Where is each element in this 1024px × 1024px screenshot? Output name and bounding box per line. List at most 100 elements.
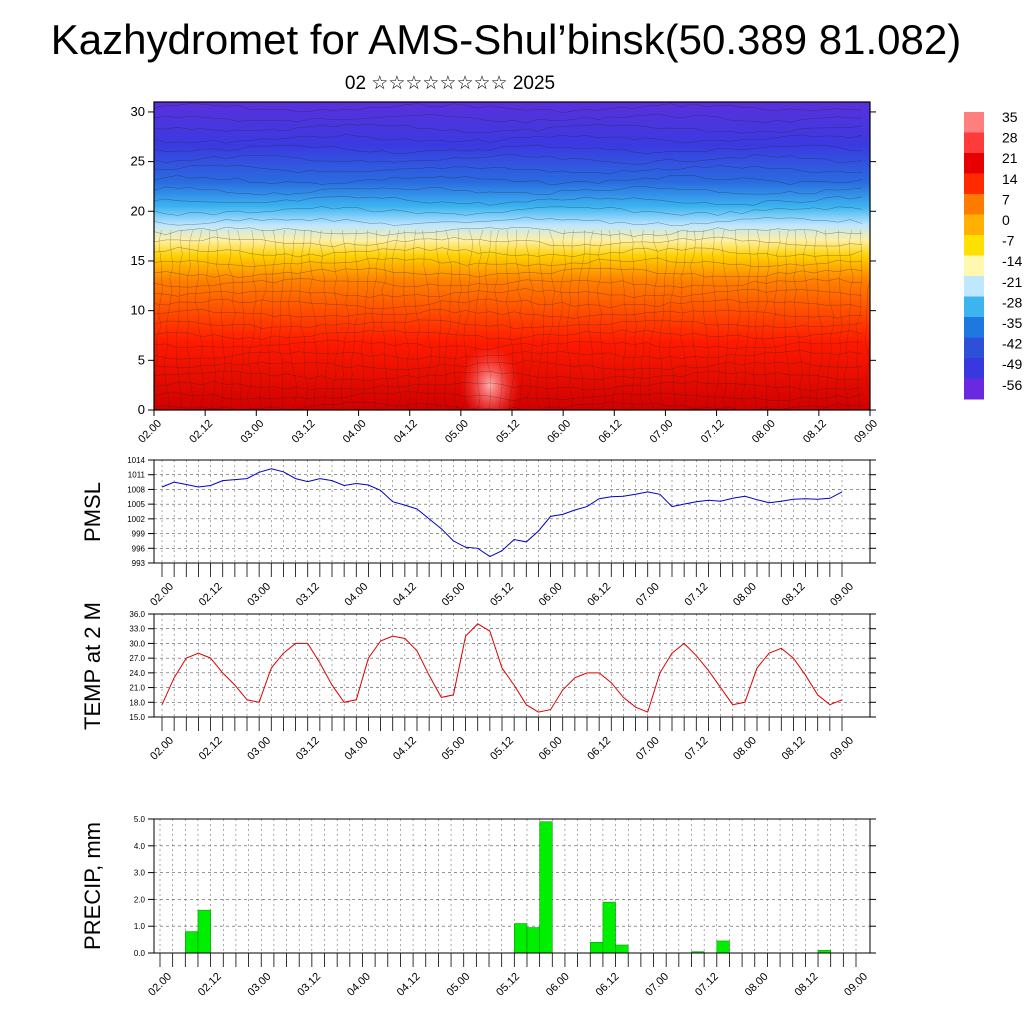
streamline xyxy=(555,229,566,410)
streamline xyxy=(474,229,484,410)
precip-bar xyxy=(602,901,616,954)
y-tick-label: 15 xyxy=(131,253,145,268)
colorbar-labels: 35 28 21 14 7 0 -7 -14 -21 -28 -35 -42 -49 -56 xyxy=(1002,109,1022,393)
streamline xyxy=(505,229,515,410)
x-tick-label: 08.12 xyxy=(780,581,808,609)
streamline xyxy=(154,186,863,196)
x-tick-label: 03.00 xyxy=(238,418,266,446)
x-tick-label: 08.00 xyxy=(731,735,759,763)
colorbar-box xyxy=(964,358,984,379)
colorbar-label: 21 xyxy=(1002,150,1018,166)
streamline xyxy=(712,229,720,410)
streamline xyxy=(206,229,216,410)
streamline xyxy=(784,229,791,410)
page-title: Kazhydromet for AMS-Shul’binsk(50.389 81… xyxy=(50,16,962,63)
x-tick-label: 02.00 xyxy=(146,971,174,999)
streamline xyxy=(154,144,863,154)
x-tick-label: 09.00 xyxy=(828,735,856,763)
temp-x-axis: 02.00 02.12 03.00 03.12 04.00 04.12 05.00 05.12… xyxy=(148,717,856,763)
x-tick-label: 02.12 xyxy=(187,418,215,446)
precip-y-label: PRECIP, mm xyxy=(80,822,105,950)
streamline xyxy=(721,229,730,410)
y-tick-label: 30.0 xyxy=(129,639,145,648)
streamline xyxy=(741,229,751,410)
colorbar-box xyxy=(964,194,984,215)
x-tick-label: 08.00 xyxy=(750,418,778,446)
streamline xyxy=(463,229,474,410)
temp-series-line xyxy=(161,623,843,713)
streamline xyxy=(525,229,535,410)
temp-panel: 36.033.030.027.024.021.018.015.0 02.00 02… xyxy=(80,602,876,763)
x-tick-label: 05.12 xyxy=(488,581,516,609)
x-tick-label: 05.00 xyxy=(440,735,468,763)
streamline xyxy=(278,229,285,410)
colorbar-box xyxy=(964,255,984,277)
streamline xyxy=(195,229,205,410)
y-tick-label: 27.0 xyxy=(129,654,145,663)
y-tick-label: 5.0 xyxy=(134,815,146,824)
colorbar-label: 14 xyxy=(1002,171,1018,187)
precip-bar xyxy=(197,909,211,954)
streamline xyxy=(154,229,163,410)
streamline xyxy=(154,123,863,134)
colorbar-label: -28 xyxy=(1002,294,1022,310)
x-tick-label: 05.00 xyxy=(444,971,472,999)
streamline xyxy=(154,308,863,319)
y-tick-label: 1014 xyxy=(127,456,145,465)
x-tick-label: 09.00 xyxy=(828,581,856,609)
streamline xyxy=(391,229,401,410)
streamline xyxy=(864,263,870,410)
precip-bar xyxy=(615,944,629,954)
x-tick-label: 07.00 xyxy=(634,581,662,609)
y-tick-label: 1002 xyxy=(127,515,145,524)
precip-bar xyxy=(514,923,528,954)
colorbar-box xyxy=(964,112,984,133)
colorbar-label: 7 xyxy=(1002,191,1010,207)
streamline xyxy=(175,229,183,410)
streamline xyxy=(299,229,308,410)
streamline xyxy=(761,229,771,410)
colorbar-box xyxy=(964,296,984,318)
precip-frame xyxy=(153,818,871,954)
colorbar-box xyxy=(964,235,984,256)
streamline xyxy=(855,229,863,410)
streamline xyxy=(319,229,329,410)
y-tick-label: 996 xyxy=(132,544,146,553)
y-tick-label: 0.0 xyxy=(134,949,146,958)
streamline xyxy=(246,229,257,410)
x-tick-label: 05.12 xyxy=(488,735,516,763)
streamline xyxy=(630,229,637,410)
precip-bars xyxy=(185,821,831,954)
colorbar-box xyxy=(964,173,984,195)
streamline xyxy=(680,229,688,410)
temp-y-label: TEMP at 2 M xyxy=(80,602,105,730)
x-tick-label: 07.00 xyxy=(643,971,671,999)
heatmap-x-axis: 02.00 02.12 03.00 03.12 04.00 04.12 05.00 05.12… xyxy=(136,410,880,446)
colorbar-box xyxy=(964,214,984,236)
x-tick-label: 03.12 xyxy=(294,735,322,763)
streamline xyxy=(154,164,863,175)
y-tick-label: 20 xyxy=(131,203,145,218)
precip-bar xyxy=(716,940,730,954)
streamline xyxy=(154,329,863,340)
streamline xyxy=(154,267,863,278)
y-tick-label: 1.0 xyxy=(134,922,146,931)
y-tick-label: 24.0 xyxy=(129,669,145,678)
colorbar-label: -21 xyxy=(1002,274,1022,290)
precip-bar xyxy=(526,927,540,954)
x-tick-label: 03.00 xyxy=(245,581,273,609)
streamline xyxy=(546,229,555,410)
streamline xyxy=(237,229,245,410)
y-tick-label: 3.0 xyxy=(134,869,146,878)
colorbar-label: -7 xyxy=(1002,233,1015,249)
heatmap-panel: 0 5 10 15 20 25 30 02.00 02.12 03.00 03.12 04.00 04… xyxy=(131,101,880,446)
x-tick-label: 06.12 xyxy=(585,581,613,609)
streamline xyxy=(257,229,267,410)
streamline xyxy=(596,229,606,410)
streamline xyxy=(609,229,617,410)
streamline xyxy=(618,229,628,410)
x-tick-label: 06.00 xyxy=(544,971,572,999)
streamline xyxy=(454,229,462,410)
y-tick-label: 15.0 xyxy=(129,713,145,722)
